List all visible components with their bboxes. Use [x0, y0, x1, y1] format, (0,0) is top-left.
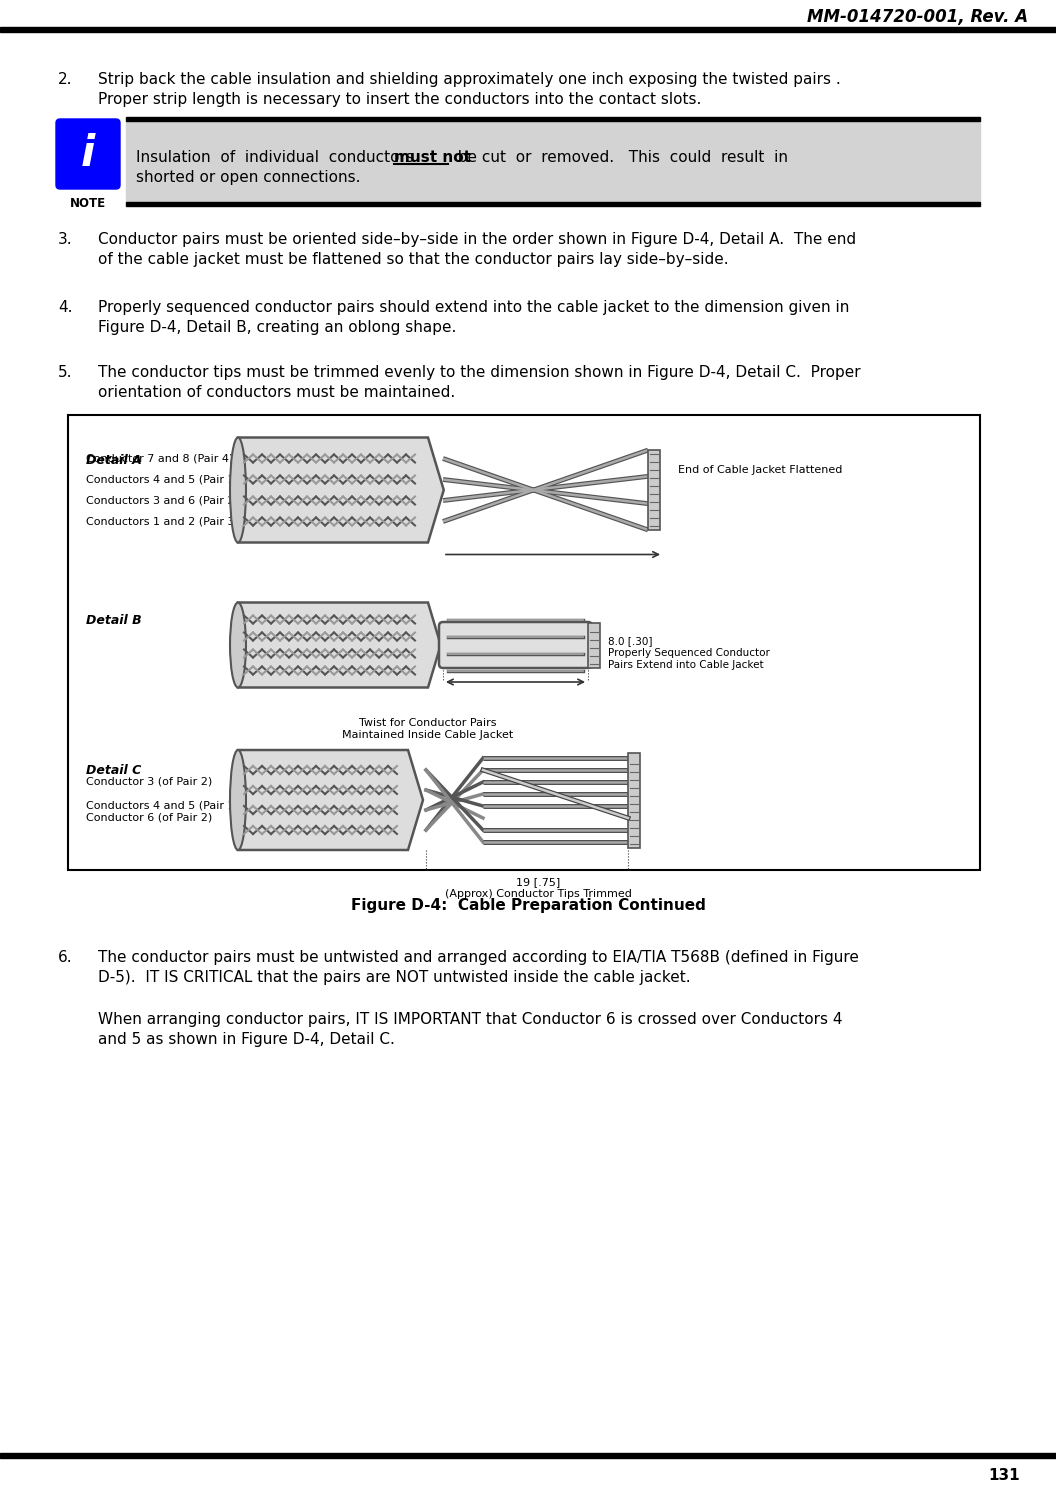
- Text: Conductor 3 (of Pair 2): Conductor 3 (of Pair 2): [86, 778, 212, 787]
- Text: Properly sequenced conductor pairs should extend into the cable jacket to the di: Properly sequenced conductor pairs shoul…: [98, 300, 849, 315]
- Text: The conductor pairs must be untwisted and arranged according to EIA/TIA T568B (d: The conductor pairs must be untwisted an…: [98, 950, 859, 965]
- Bar: [648, 451, 660, 529]
- Text: Conductors 4 and 5 (Pair 1): Conductors 4 and 5 (Pair 1): [86, 801, 239, 810]
- Text: The conductor tips must be trimmed evenly to the dimension shown in Figure D-4, : The conductor tips must be trimmed evenl…: [98, 364, 861, 381]
- Bar: [126, 117, 980, 120]
- Text: orientation of conductors must be maintained.: orientation of conductors must be mainta…: [98, 385, 455, 400]
- Bar: [68, 415, 980, 870]
- Bar: [126, 202, 980, 207]
- Bar: [126, 120, 980, 202]
- Text: 8.0 [.30]
Properly Sequenced Conductor
Pairs Extend into Cable Jacket: 8.0 [.30] Properly Sequenced Conductor P…: [608, 636, 770, 669]
- Text: Conductor 7 and 8 (Pair 4): Conductor 7 and 8 (Pair 4): [86, 454, 233, 464]
- Ellipse shape: [230, 602, 246, 687]
- FancyBboxPatch shape: [56, 119, 120, 189]
- Text: Proper strip length is necessary to insert the conductors into the contact slots: Proper strip length is necessary to inse…: [98, 92, 701, 107]
- Text: Detail C: Detail C: [86, 763, 142, 776]
- Text: 6.: 6.: [58, 950, 73, 965]
- Bar: [0, 1453, 1056, 1457]
- Ellipse shape: [230, 437, 246, 543]
- Text: When arranging conductor pairs, IT IS IMPORTANT that Conductor 6 is crossed over: When arranging conductor pairs, IT IS IM…: [98, 1013, 843, 1028]
- Text: Conductors 1 and 2 (Pair 3): Conductors 1 and 2 (Pair 3): [86, 516, 239, 526]
- Text: be cut  or  removed.   This  could  result  in: be cut or removed. This could result in: [448, 150, 788, 165]
- Text: 2.: 2.: [58, 71, 73, 88]
- Text: MM-014720-001, Rev. A: MM-014720-001, Rev. A: [807, 7, 1027, 25]
- Text: Detail A: Detail A: [86, 454, 142, 467]
- Text: 4.: 4.: [58, 300, 73, 315]
- Text: 5.: 5.: [58, 364, 73, 381]
- Text: Strip back the cable insulation and shielding approximately one inch exposing th: Strip back the cable insulation and shie…: [98, 71, 841, 88]
- Text: 3.: 3.: [58, 232, 73, 247]
- Bar: [588, 623, 600, 668]
- Polygon shape: [238, 602, 440, 687]
- Text: Conductor 6 (of Pair 2): Conductor 6 (of Pair 2): [86, 813, 212, 822]
- Text: 131: 131: [988, 1468, 1020, 1483]
- Text: Twist for Conductor Pairs
Maintained Inside Cable Jacket: Twist for Conductor Pairs Maintained Ins…: [342, 718, 513, 741]
- Text: shorted or open connections.: shorted or open connections.: [136, 170, 360, 184]
- Text: Insulation  of  individual  conductors: Insulation of individual conductors: [136, 150, 423, 165]
- Text: must not: must not: [394, 150, 471, 165]
- Text: End of Cable Jacket Flattened: End of Cable Jacket Flattened: [678, 465, 843, 474]
- Text: D-5).  IT IS CRITICAL that the pairs are NOT untwisted inside the cable jacket.: D-5). IT IS CRITICAL that the pairs are …: [98, 970, 691, 984]
- Text: and 5 as shown in Figure D-4, Detail C.: and 5 as shown in Figure D-4, Detail C.: [98, 1032, 395, 1047]
- Text: Conductors 3 and 6 (Pair 2): Conductors 3 and 6 (Pair 2): [86, 495, 239, 506]
- Text: Figure D-4:  Cable Preparation Continued: Figure D-4: Cable Preparation Continued: [351, 898, 705, 913]
- FancyBboxPatch shape: [439, 622, 592, 668]
- Polygon shape: [238, 437, 444, 543]
- Polygon shape: [238, 749, 423, 851]
- Text: Conductor pairs must be oriented side–by–side in the order shown in Figure D-4, : Conductor pairs must be oriented side–by…: [98, 232, 856, 247]
- Text: Detail B: Detail B: [86, 614, 142, 626]
- Text: Conductors 4 and 5 (Pair 1): Conductors 4 and 5 (Pair 1): [86, 474, 239, 485]
- Ellipse shape: [230, 749, 246, 851]
- Text: i: i: [81, 132, 95, 175]
- Text: Figure D-4, Detail B, creating an oblong shape.: Figure D-4, Detail B, creating an oblong…: [98, 320, 456, 335]
- Bar: [0, 27, 1056, 33]
- Bar: [628, 752, 640, 848]
- Text: NOTE: NOTE: [70, 196, 106, 210]
- Text: of the cable jacket must be flattened so that the conductor pairs lay side–by–si: of the cable jacket must be flattened so…: [98, 251, 729, 268]
- Text: 19 [.75]
(Approx) Conductor Tips Trimmed: 19 [.75] (Approx) Conductor Tips Trimmed: [445, 877, 631, 898]
